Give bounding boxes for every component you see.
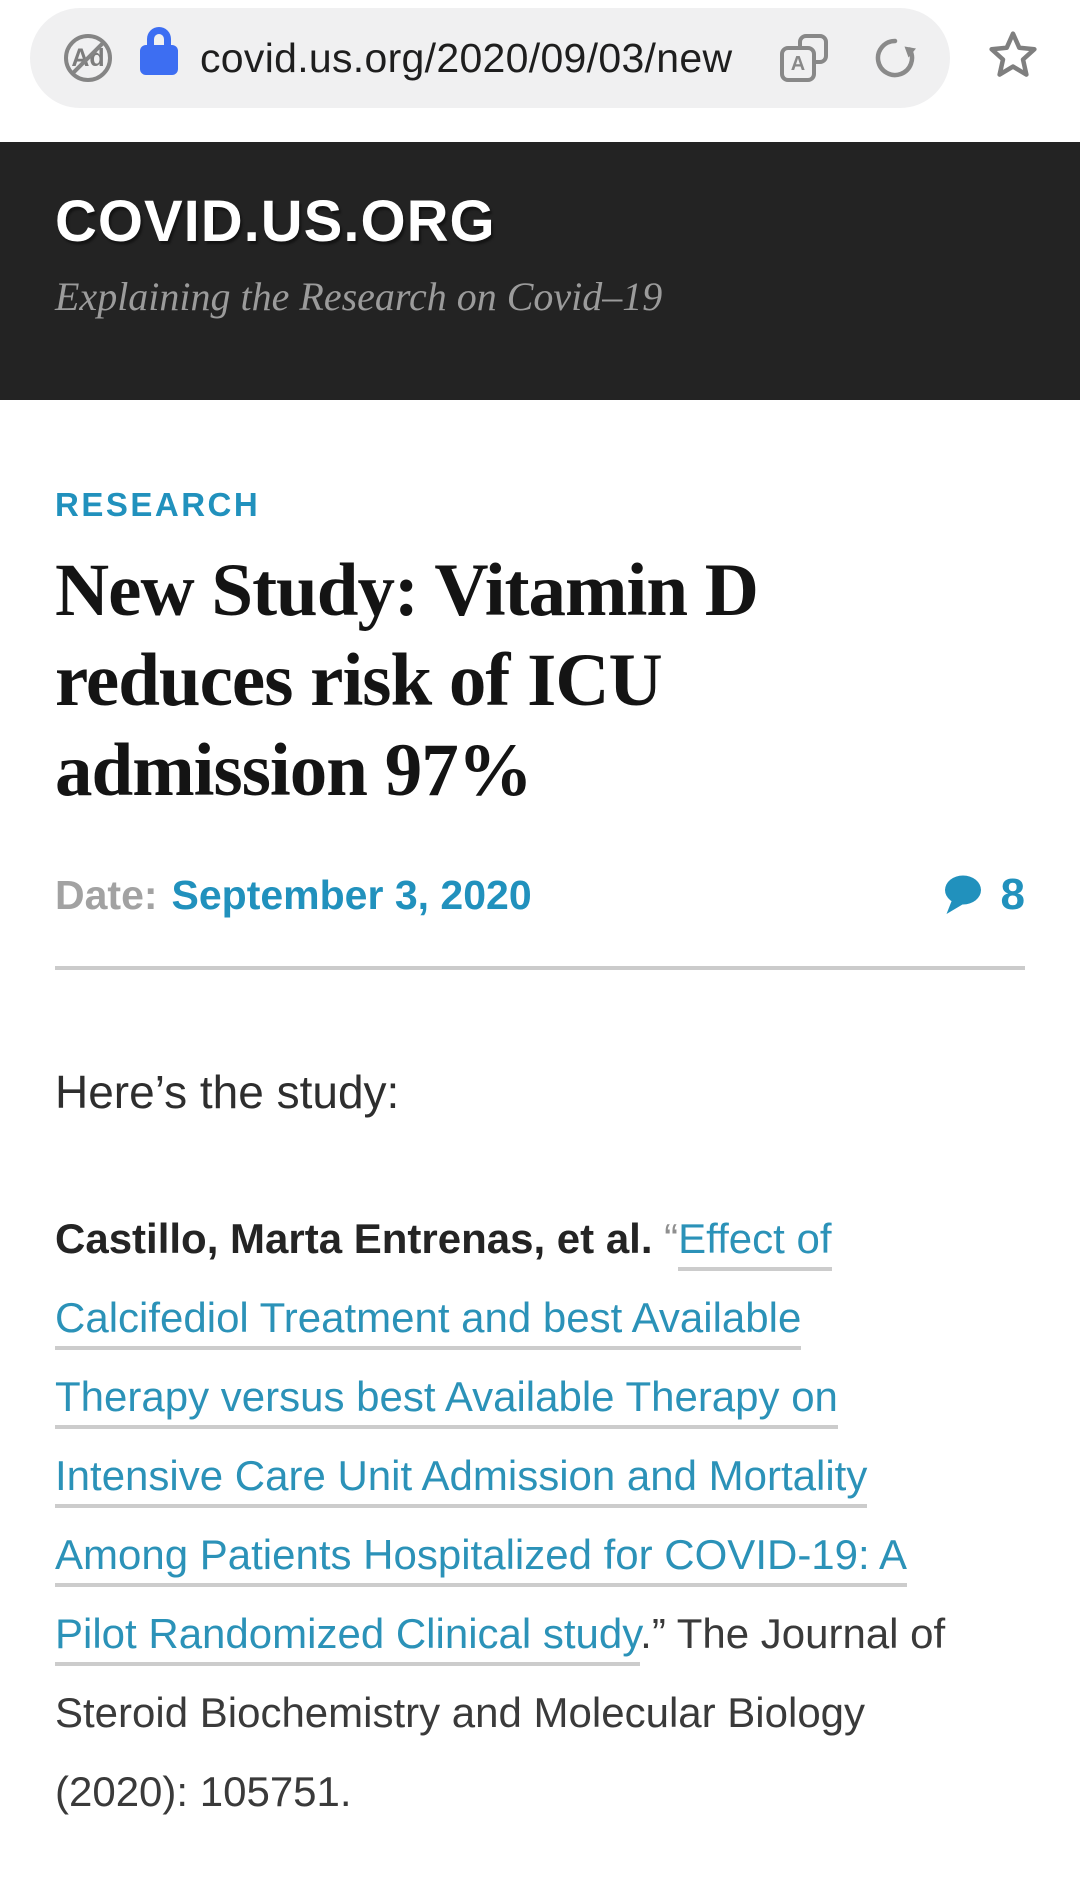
divider [55,966,1025,970]
title-line: reduces risk of ICU [55,639,663,722]
citation-link[interactable]: Effect of [678,1215,832,1271]
citation-text: “ [652,1215,679,1262]
site-header: COVID.US.ORG Explaining the Research on … [0,142,1080,400]
adblock-icon-label: Ad [71,43,105,72]
date-label: Date: [55,871,158,918]
comments-count[interactable]: 8 [1000,870,1025,919]
citation-link[interactable]: Therapy versus best Available Therapy on [55,1373,838,1429]
intro-paragraph: Here’s the study: [55,1066,400,1118]
citation-text: (2020): 105751. [55,1768,352,1815]
lock-icon[interactable] [140,27,178,75]
citation-text: Steroid Biochemistry and Molecular Biolo… [55,1689,866,1736]
citation-link[interactable]: Pilot Randomized Clinical study [55,1610,641,1666]
title-line: admission 97% [55,729,533,812]
citation-text: Castillo, Marta Entrenas, et al. [55,1215,653,1262]
site-tagline: Explaining the Research on Covid–19 [55,274,663,319]
bookmark-star-icon[interactable] [986,28,1040,82]
title-line: New Study: Vitamin D [55,549,759,632]
url-text[interactable]: covid.us.org/2020/09/03/new [200,34,733,81]
citation-link[interactable]: Among Patients Hospitalized for COVID-19… [55,1531,908,1587]
post-meta: Date: September 3, 2020 8 [55,870,1025,920]
category-link[interactable]: RESEARCH [55,486,261,523]
reader-mode-icon[interactable]: A [780,34,828,82]
browser-toolbar: Ad covid.us.org/2020/09/03/new A [0,0,1080,142]
reload-icon[interactable] [872,35,918,81]
adblock-icon[interactable]: Ad [64,34,112,82]
comment-bubble-icon [944,875,981,914]
citation-link[interactable]: Intensive Care Unit Admission and Mortal… [55,1452,868,1508]
citation-text: .” The Journal of [640,1610,946,1657]
comments-link[interactable]: 8 [939,870,1025,920]
citation-link[interactable]: Calcifediol Treatment and best Available [55,1294,802,1350]
date-value[interactable]: September 3, 2020 [171,871,532,918]
citation-paragraph: Castillo, Marta Entrenas, et al. “Effect… [55,1199,1025,1831]
site-title[interactable]: COVID.US.ORG [55,189,496,254]
reader-mode-icon-letter: A [790,52,806,75]
url-bar[interactable]: Ad covid.us.org/2020/09/03/new A [30,8,950,108]
